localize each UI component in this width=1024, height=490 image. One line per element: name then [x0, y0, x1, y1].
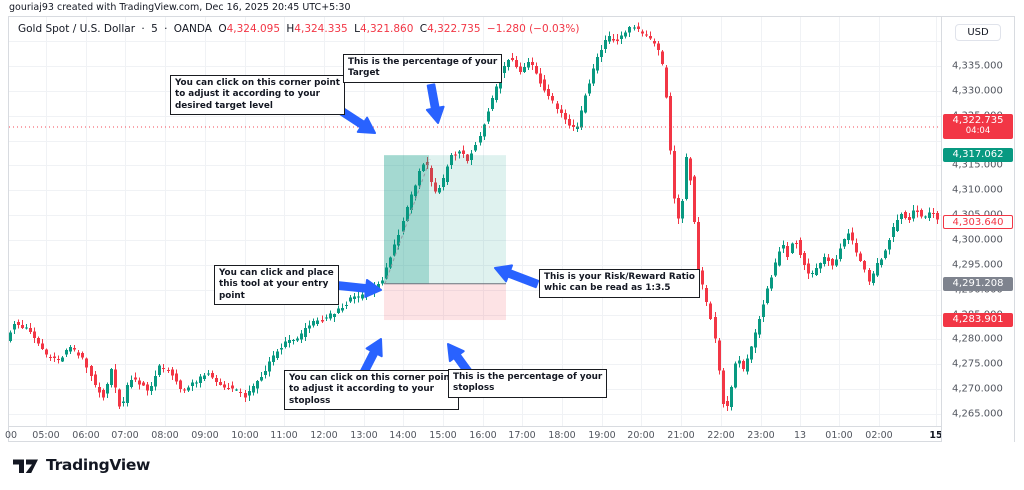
- callout-target-percentage[interactable]: This is the percentage of your Target: [343, 54, 503, 83]
- symbol-name: Gold Spot / U.S. Dollar: [18, 23, 136, 35]
- risk-reward-tool: [384, 155, 506, 321]
- time-tick-label: 21:00: [667, 430, 695, 441]
- profit-zone: [384, 155, 506, 284]
- stop-price-badge: 4,283.901: [943, 313, 1013, 327]
- time-tick-label: 09:00: [191, 430, 219, 441]
- callout-risk-reward[interactable]: This is your Risk/Reward Ratio whic can …: [539, 269, 700, 298]
- grid: [9, 17, 941, 426]
- high-value: 4,324.335: [294, 23, 348, 35]
- trend-dashed-line: [384, 158, 431, 284]
- symbol-exchange: OANDA: [173, 23, 212, 35]
- symbol-legend[interactable]: Gold Spot / U.S. Dollar · 5 · OANDA O4,3…: [18, 23, 582, 35]
- footer: TradingView: [12, 451, 150, 479]
- time-tick-label: 15:00: [429, 430, 457, 441]
- time-axis[interactable]: 00 05:00 06:00 07:00 08:00 09:00 10:00 11:00 12:…: [5, 426, 1014, 442]
- callout-stoploss-percentage[interactable]: This is the percentage of your stoploss: [448, 369, 608, 398]
- currency-button[interactable]: USD: [955, 24, 1001, 41]
- last-visible-close-badge: 4,303.640: [943, 214, 1013, 229]
- open-value: 4,324.095: [226, 23, 281, 35]
- low-label: L: [354, 23, 360, 35]
- low-value: 4,321.860: [359, 23, 414, 35]
- open-label: O: [218, 23, 227, 35]
- price-tick-label: 4,275.000: [952, 358, 1003, 370]
- profit-zone-progress: [384, 155, 429, 284]
- time-tick-label: 06:00: [72, 430, 100, 441]
- stop-zone: [384, 283, 506, 321]
- price-tick-label: 4,265.000: [952, 408, 1003, 420]
- time-tick-label: 22:00: [707, 430, 735, 441]
- time-tick-label: 13:00: [350, 430, 378, 441]
- chart-pane[interactable]: You can click on this corner point to ad…: [9, 17, 941, 426]
- time-tick-label: 18:00: [548, 430, 576, 441]
- time-tick-label: 11:00: [270, 430, 298, 441]
- time-tick-label: 13: [793, 430, 807, 441]
- legend-separator: ·: [141, 23, 145, 35]
- legend-separator: ·: [164, 23, 168, 35]
- time-tick-label: 14:00: [389, 430, 417, 441]
- price-axis[interactable]: USD 4,335.0004,330.0004,325.0004,315.000…: [941, 17, 1014, 442]
- time-tick-label: 08:00: [151, 430, 179, 441]
- callout-target-corner[interactable]: You can click on this corner point to ad…: [170, 75, 345, 115]
- time-tick-label: 17:00: [508, 430, 536, 441]
- tradingview-logo-icon[interactable]: [12, 454, 39, 477]
- candlestick-chart[interactable]: [9, 17, 941, 426]
- price-tick-label: 4,315.000: [952, 159, 1003, 171]
- chart-container: You can click on this corner point to ad…: [5, 16, 1015, 442]
- entry-price-badge: 4,291.208: [943, 276, 1013, 291]
- current-price-badge: 4,322.735 04:04: [943, 114, 1013, 140]
- price-tick-label: 4,310.000: [952, 184, 1003, 196]
- tradingview-logo-text[interactable]: TradingView: [46, 456, 151, 474]
- candlestick-series: [9, 22, 939, 412]
- price-tick-label: 4,300.000: [952, 234, 1003, 246]
- price-tick-label: 4,270.000: [952, 383, 1003, 395]
- attribution-text: gouriaj93 created with TradingView.com, …: [9, 2, 351, 13]
- close-value: 4,322.735: [427, 23, 481, 35]
- close-label: C: [419, 23, 428, 35]
- time-tick-label: 16:00: [469, 430, 497, 441]
- price-tick-label: 4,335.000: [952, 60, 1003, 72]
- callout-stoploss-corner[interactable]: You can click on this corner point to ad…: [284, 370, 459, 410]
- symbol-interval[interactable]: 5: [151, 23, 158, 35]
- countdown-timer: 04:04: [965, 126, 991, 137]
- time-tick-label: 10:00: [231, 430, 259, 441]
- high-label: H: [286, 23, 295, 35]
- change-value: −1.280 (−0.03%): [486, 23, 580, 35]
- time-tick-label: 01:00: [825, 430, 853, 441]
- time-tick-label: 07:00: [111, 430, 139, 441]
- time-tick-label: 15: [929, 430, 943, 441]
- time-tick-label: 19:00: [588, 430, 616, 441]
- target-price-badge: 4,317.062: [943, 148, 1013, 163]
- time-tick-label: 12:00: [310, 430, 338, 441]
- time-tick-label: 20:00: [627, 430, 655, 441]
- time-tick-label: 02:00: [865, 430, 893, 441]
- price-tick-label: 4,295.000: [952, 259, 1003, 271]
- time-tick-label: 00: [4, 430, 18, 441]
- time-tick-label: 05:00: [32, 430, 60, 441]
- time-tick-label: 23:00: [747, 430, 775, 441]
- price-tick-label: 4,330.000: [952, 85, 1003, 97]
- callout-entry[interactable]: You can click and place this tool at you…: [214, 265, 339, 305]
- price-tick-label: 4,280.000: [952, 333, 1003, 345]
